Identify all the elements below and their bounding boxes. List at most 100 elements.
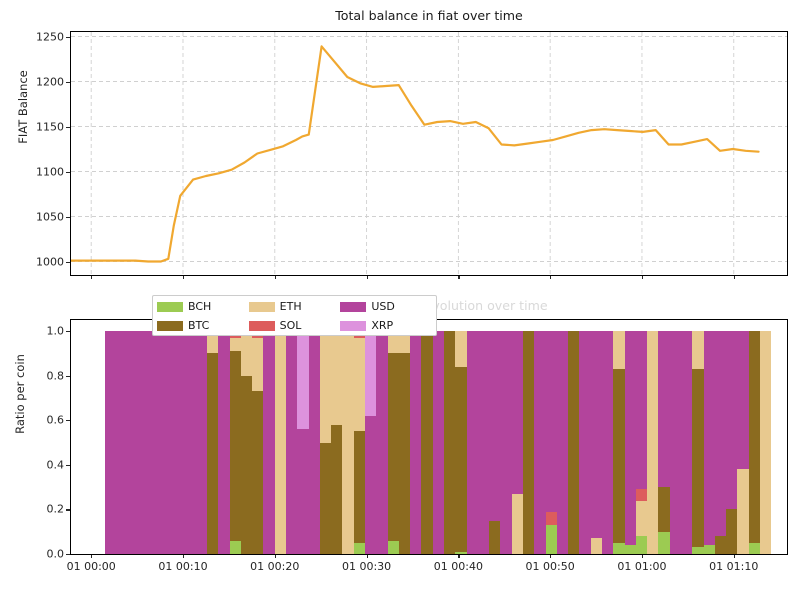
bar-segment-usd — [624, 331, 637, 546]
bar-segment-eth — [274, 331, 287, 554]
line-chart-svg — [71, 32, 787, 275]
bar-segment-usd — [195, 331, 208, 554]
bar-segment-usd — [308, 331, 321, 554]
line-chart-x-tick-mark — [458, 275, 460, 279]
bar-segment-btc — [489, 520, 501, 554]
bar-segment-eth — [252, 337, 264, 392]
bar-segment-usd — [658, 331, 670, 488]
stacked-bar-column — [116, 320, 129, 554]
bar-segment-bch — [613, 542, 625, 554]
bar-segment-usd — [161, 331, 174, 554]
bar-segment-usd — [297, 429, 309, 554]
bar-segment-eth — [398, 331, 411, 354]
stacked-bar-column — [500, 320, 512, 554]
bar-chart-x-tick-mark — [458, 554, 460, 558]
stacked-bar-column — [590, 320, 603, 554]
stacked-bar-column — [285, 320, 298, 554]
legend-label-btc: BTC — [188, 319, 210, 332]
line-chart-y-tick-mark — [66, 36, 70, 38]
stacked-bar-column — [432, 320, 445, 554]
bar-chart-y-axis-label: Ratio per coin — [13, 354, 27, 434]
bar-chart-plot-area — [70, 319, 788, 555]
legend-label-bch: BCH — [188, 300, 212, 313]
bar-segment-eth — [206, 331, 219, 354]
bar-segment-usd — [173, 331, 185, 554]
bar-segment-usd — [680, 331, 693, 554]
line-chart-plot-area — [70, 31, 788, 276]
stacked-bar-column — [139, 320, 151, 554]
line-chart-x-tick-mark — [274, 275, 276, 279]
stacked-bar-column — [342, 320, 354, 554]
line-chart-y-tick-label: 1250 — [36, 30, 64, 43]
coin-legend: BCH ETH USD BTC SOL XRP — [152, 295, 437, 336]
line-chart-gridlines — [71, 32, 787, 275]
bar-segment-btc — [613, 369, 625, 543]
bar-segment-btc — [658, 487, 670, 532]
stacked-bar-column — [601, 320, 614, 554]
stacked-bar-column — [195, 320, 208, 554]
legend-swatch-usd — [340, 301, 367, 312]
stacked-bar-column — [353, 320, 366, 554]
bar-chart-y-tick-label: 0.6 — [46, 413, 65, 427]
bar-segment-usd — [511, 331, 524, 494]
bar-segment-usd — [737, 331, 749, 470]
stacked-bar-column — [443, 320, 456, 554]
bar-segment-usd — [184, 331, 196, 554]
stacked-bar-column — [624, 320, 637, 554]
bar-chart-y-tick-label: 0.4 — [46, 458, 65, 472]
stacked-bar-column — [161, 320, 174, 554]
stacked-bar-column — [680, 320, 693, 554]
bar-segment-usd — [432, 331, 445, 554]
bar-segment-usd — [410, 331, 422, 554]
bar-segment-usd — [726, 331, 738, 510]
line-chart-x-tick-mark — [182, 275, 185, 279]
bar-chart-y-tick-mark — [66, 554, 70, 556]
bar-segment-bch — [353, 542, 366, 554]
line-chart-x-tick-mark — [550, 275, 552, 279]
bar-segment-btc — [240, 375, 253, 554]
line-chart-x-tick-mark — [91, 275, 93, 279]
bar-segment-usd — [466, 331, 479, 554]
bar-segment-btc — [421, 331, 433, 554]
stacked-bar-column — [545, 320, 558, 554]
bar-segment-sol — [545, 511, 558, 526]
bar-segment-eth — [240, 331, 253, 376]
bar-chart-x-tick-label: 01 01:10 — [709, 560, 759, 573]
bar-segment-usd — [127, 331, 140, 554]
bar-segment-usd — [364, 415, 377, 554]
bar-segment-usd — [703, 331, 716, 546]
bar-segment-bch — [658, 531, 670, 554]
bar-chart-x-tick-label: 01 00:20 — [250, 560, 300, 573]
bar-segment-eth — [353, 337, 366, 432]
line-chart-y-tick-label: 1050 — [36, 210, 64, 223]
bar-segment-bch — [624, 545, 637, 554]
bar-segment-eth — [635, 500, 648, 537]
line-chart-y-tick-mark — [66, 216, 70, 218]
bar-segment-eth — [229, 337, 242, 352]
bar-segment-bch — [545, 525, 558, 554]
legend-swatch-sol — [248, 320, 275, 331]
bar-chart-y-tick-label: 0.8 — [46, 369, 65, 383]
stacked-bar-column — [297, 320, 309, 554]
bar-segment-eth — [331, 331, 343, 425]
stacked-bar-column — [579, 320, 591, 554]
stacked-bar-column — [466, 320, 479, 554]
stacked-bar-column — [105, 320, 117, 554]
stacked-bar-column — [748, 320, 761, 554]
bar-segment-btc — [522, 331, 535, 554]
line-chart-x-tick-mark — [366, 275, 368, 279]
bar-chart-y-tick-label: 1.0 — [46, 324, 65, 338]
bar-segment-eth — [692, 331, 704, 370]
stacked-bar-column — [376, 320, 388, 554]
bar-segment-usd — [534, 331, 546, 554]
stacked-bar-column — [331, 320, 343, 554]
stacked-bar-column — [759, 320, 772, 554]
bar-segment-usd — [218, 331, 230, 554]
bar-segment-btc — [692, 369, 704, 548]
stacked-bar-column — [218, 320, 230, 554]
stacked-bar-column — [410, 320, 422, 554]
stacked-bar-column — [127, 320, 140, 554]
bar-chart-x-tick-mark — [733, 554, 735, 558]
stacked-bar-column — [319, 320, 332, 554]
bar-segment-btc — [568, 331, 580, 554]
